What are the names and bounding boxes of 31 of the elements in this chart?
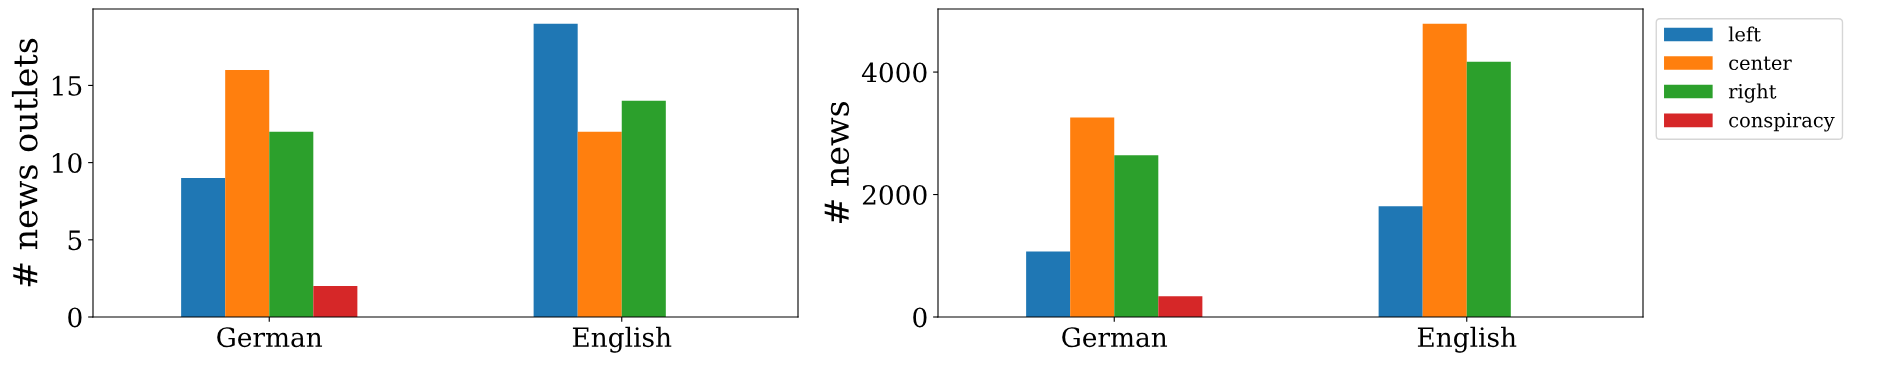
x-tick-label: English: [572, 326, 672, 353]
bar: [577, 131, 622, 317]
bar: [1026, 251, 1071, 317]
bar: [533, 23, 578, 317]
y-tick-label: 0: [68, 307, 82, 328]
bar: [1070, 117, 1115, 317]
legend-label: left: [1728, 26, 1761, 42]
x-tick-label: English: [1417, 326, 1517, 353]
y-tick-label: 10: [52, 153, 82, 174]
bar: [621, 100, 666, 317]
bar: [181, 178, 226, 317]
bar: [1158, 296, 1203, 317]
y-axis-title: # news: [824, 102, 850, 224]
y-tick-label: 0: [913, 307, 927, 328]
bar: [313, 286, 358, 317]
y-tick-label: 4000: [861, 62, 927, 83]
y-tick-label: 15: [52, 75, 82, 96]
bar: [269, 131, 314, 317]
y-axis-title: # news outlets: [11, 38, 38, 287]
legend-label: conspiracy: [1729, 112, 1835, 132]
bar: [1466, 61, 1511, 317]
x-tick-label: German: [217, 327, 323, 348]
y-tick-label: 5: [68, 230, 82, 251]
bar: [1114, 155, 1159, 317]
x-tick-label: German: [1062, 327, 1168, 348]
y-tick-label: 2000: [862, 184, 927, 205]
bar: [1422, 23, 1467, 317]
legend-label: center: [1729, 56, 1792, 71]
bar: [1378, 206, 1423, 317]
legend-label: right: [1728, 83, 1777, 103]
bar: [225, 69, 270, 317]
